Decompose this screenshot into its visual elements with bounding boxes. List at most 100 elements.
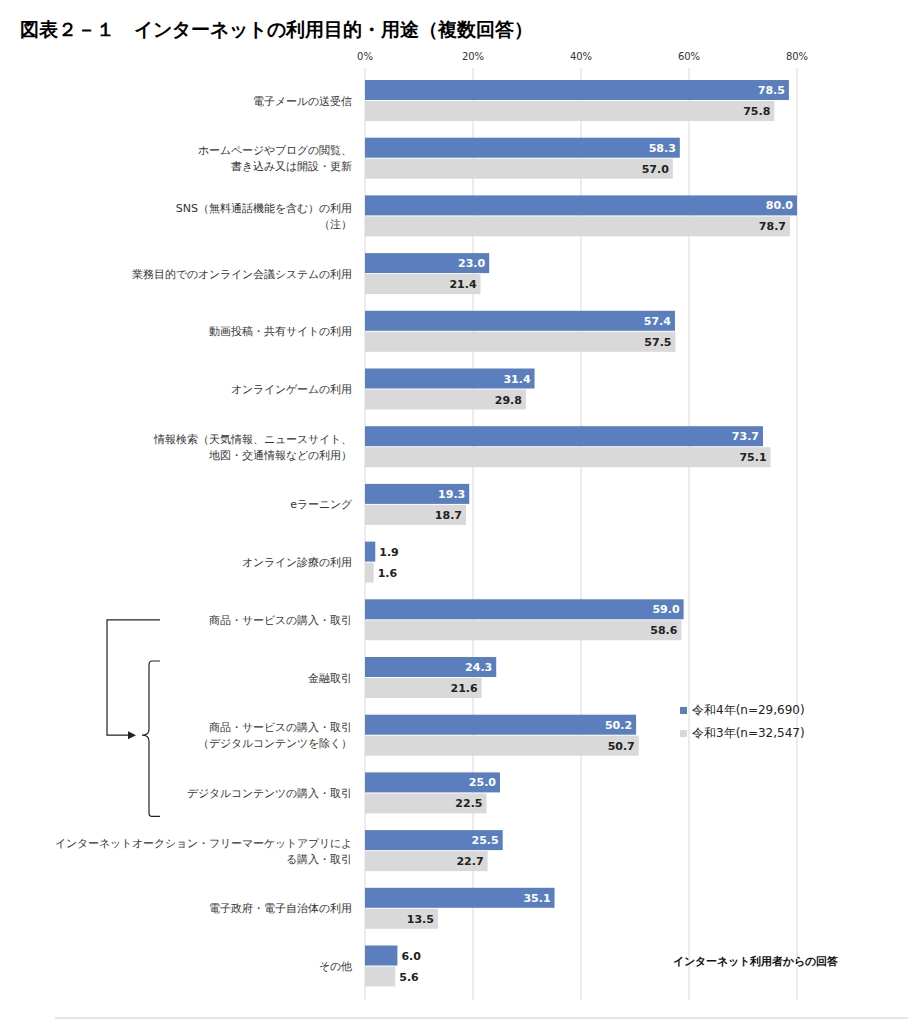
data-label: 21.4 bbox=[449, 278, 476, 291]
category-label-line: eラーニング bbox=[290, 498, 353, 511]
data-label: 59.0 bbox=[652, 603, 679, 616]
category-label: SNS（無料通話機能を含む）の利用 （注） bbox=[176, 202, 352, 231]
bar bbox=[365, 888, 555, 908]
bar bbox=[365, 909, 438, 929]
tick-label: 20% bbox=[462, 51, 484, 62]
data-label: 58.6 bbox=[650, 624, 677, 637]
data-label: 31.4 bbox=[503, 373, 530, 386]
bar bbox=[365, 563, 374, 583]
data-label: 29.8 bbox=[495, 394, 522, 407]
category-label-line: （注） bbox=[319, 218, 352, 231]
category-label-line: る購入・取引 bbox=[286, 853, 352, 866]
data-label: 25.0 bbox=[469, 776, 496, 789]
data-label: 57.0 bbox=[642, 163, 669, 176]
category-label: 業務目的でのオンライン会議システムの利用 bbox=[132, 268, 352, 281]
category-label-line: 動画投稿・共有サイトの利用 bbox=[209, 325, 352, 338]
tick-label: 80% bbox=[786, 51, 808, 62]
category-label: eラーニング bbox=[290, 498, 353, 511]
data-label: 5.6 bbox=[399, 971, 419, 984]
brace bbox=[142, 661, 160, 816]
category-label-line: 商品・サービスの購入・取引 bbox=[209, 721, 352, 734]
category-label-line: 電子政府・電子自治体の利用 bbox=[209, 902, 352, 915]
data-label: 50.7 bbox=[608, 740, 635, 753]
category-label: オンライン診療の利用 bbox=[242, 556, 352, 569]
legend-label: 令和4年(n=29,690) bbox=[692, 703, 805, 717]
category-label: ホームページやブログの閲覧、書き込み又は開設・更新 bbox=[198, 144, 352, 173]
tick-label: 40% bbox=[570, 51, 592, 62]
category-label-line: 情報検索（天気情報、ニュースサイト、 bbox=[153, 433, 352, 446]
category-label: 電子政府・電子自治体の利用 bbox=[209, 902, 352, 915]
bars bbox=[365, 80, 797, 987]
bar bbox=[365, 274, 481, 294]
bar bbox=[365, 620, 681, 640]
tick-label: 60% bbox=[678, 51, 700, 62]
bottom-rule bbox=[55, 1018, 908, 1019]
bar bbox=[365, 851, 488, 871]
bar bbox=[365, 138, 680, 158]
data-label: 21.6 bbox=[450, 682, 477, 695]
category-label: 商品・サービスの購入・取引 （デジタルコンテンツを除く） bbox=[198, 721, 352, 750]
bar bbox=[365, 772, 500, 792]
category-label-line: 商品・サービスの購入・取引 bbox=[209, 614, 352, 627]
bar bbox=[365, 369, 535, 389]
bar bbox=[365, 484, 469, 504]
annotation: インターネット利用者からの回答 bbox=[673, 955, 839, 968]
category-label-line: その他 bbox=[319, 960, 352, 973]
category-label: デジタルコンテンツの購入・取引 bbox=[187, 787, 352, 800]
category-label-line: 地図・交通情報などの利用） bbox=[208, 449, 352, 462]
labels: 電子メールの送受信ホームページやブログの閲覧、書き込み又は開設・更新 SNS（無料… bbox=[55, 84, 793, 984]
data-label: 73.7 bbox=[732, 430, 759, 443]
data-label: 25.5 bbox=[472, 834, 499, 847]
category-label: インターネットオークション・フリーマーケットアプリによる購入・取引 bbox=[55, 837, 352, 866]
bar bbox=[365, 253, 489, 273]
category-label-line: ホームページやブログの閲覧、 bbox=[198, 144, 352, 157]
data-label: 1.9 bbox=[379, 546, 399, 559]
bar bbox=[365, 599, 684, 619]
data-label: 57.4 bbox=[644, 315, 671, 328]
category-label-line: （デジタルコンテンツを除く） bbox=[198, 737, 352, 750]
data-label: 1.6 bbox=[378, 567, 398, 580]
category-label-line: オンライン診療の利用 bbox=[242, 556, 352, 569]
bar bbox=[365, 332, 676, 352]
bar bbox=[365, 195, 797, 215]
category-label-line: 電子メールの送受信 bbox=[253, 95, 352, 108]
data-label: 50.2 bbox=[605, 719, 632, 732]
data-label: 80.0 bbox=[766, 199, 793, 212]
data-label: 6.0 bbox=[401, 950, 421, 963]
bar bbox=[365, 736, 639, 756]
category-label-line: 書き込み又は開設・更新 bbox=[231, 160, 352, 173]
data-label: 75.1 bbox=[739, 451, 766, 464]
bar bbox=[365, 830, 503, 850]
category-label: オンラインゲームの利用 bbox=[231, 383, 352, 396]
tick-label: 0% bbox=[357, 51, 373, 62]
legend-swatch bbox=[680, 730, 687, 737]
category-label: 商品・サービスの購入・取引 bbox=[209, 614, 352, 627]
bar bbox=[365, 967, 395, 987]
legend-swatch bbox=[680, 707, 687, 714]
legend-label: 令和3年(n=32,547) bbox=[692, 726, 805, 740]
category-label-line: 業務目的でのオンライン会議システムの利用 bbox=[132, 268, 352, 281]
data-label: 78.7 bbox=[759, 220, 786, 233]
category-label-line: SNS（無料通話機能を含む）の利用 bbox=[176, 202, 352, 215]
data-label: 22.5 bbox=[455, 797, 482, 810]
category-label-line: インターネットオークション・フリーマーケットアプリによ bbox=[55, 837, 352, 850]
bar bbox=[365, 657, 496, 677]
category-label: 情報検索（天気情報、ニュースサイト、地図・交通情報などの利用） bbox=[153, 433, 352, 462]
data-label: 57.5 bbox=[644, 336, 671, 349]
category-label-line: オンラインゲームの利用 bbox=[231, 383, 352, 396]
data-label: 75.8 bbox=[743, 105, 770, 118]
category-label-line: デジタルコンテンツの購入・取引 bbox=[187, 787, 352, 800]
bar bbox=[365, 946, 397, 966]
data-label: 22.7 bbox=[456, 855, 483, 868]
bracket-line bbox=[107, 620, 160, 735]
bracket-arrow bbox=[128, 731, 136, 739]
category-label-line: 金融取引 bbox=[308, 672, 352, 685]
bar bbox=[365, 311, 675, 331]
bar bbox=[365, 678, 482, 698]
category-label: 動画投稿・共有サイトの利用 bbox=[209, 325, 352, 338]
category-label: 電子メールの送受信 bbox=[253, 95, 352, 108]
data-label: 35.1 bbox=[523, 892, 550, 905]
bar bbox=[365, 216, 790, 236]
category-label: 金融取引 bbox=[308, 672, 352, 685]
bar bbox=[365, 715, 636, 735]
